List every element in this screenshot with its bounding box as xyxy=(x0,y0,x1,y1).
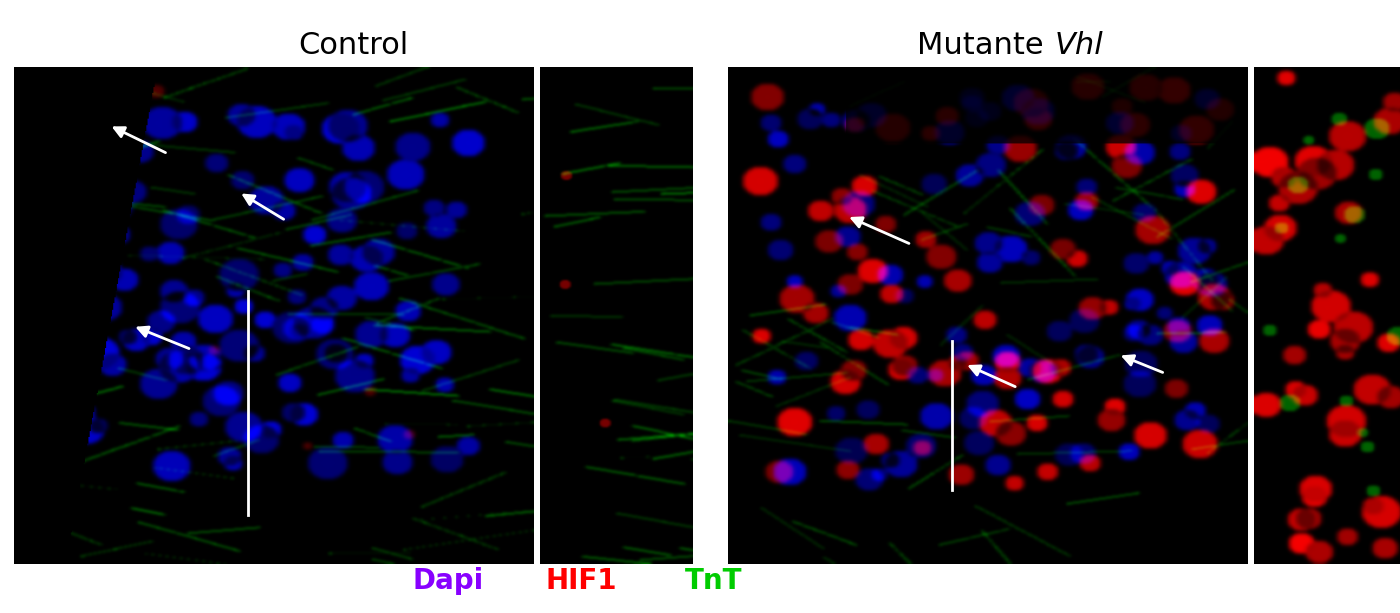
Text: Mutante: Mutante xyxy=(917,31,1053,59)
Text: Vhl: Vhl xyxy=(1056,31,1103,59)
Text: Control: Control xyxy=(298,31,409,59)
Text: HIF1: HIF1 xyxy=(545,566,617,595)
Text: TnT: TnT xyxy=(685,566,743,595)
Text: Dapi: Dapi xyxy=(413,566,483,595)
